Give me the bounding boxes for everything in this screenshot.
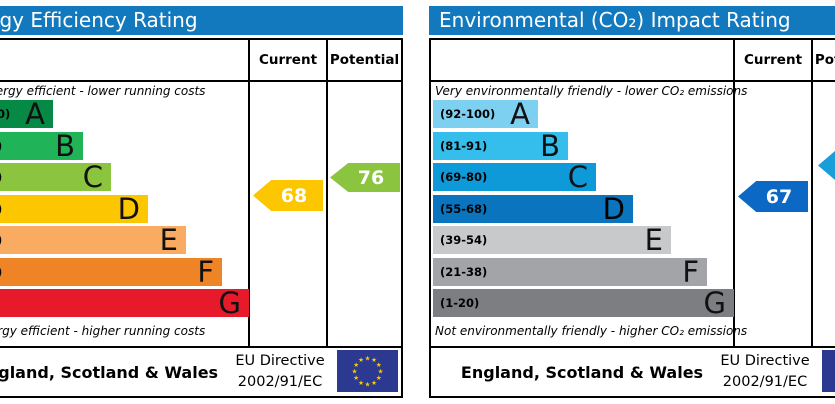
eu-directive-line1: EU Directive [235,353,325,369]
co2-bottom-caption: Not environmentally friendly - higher CO… [435,324,748,338]
co2-region-label: England, Scotland & Wales [460,362,704,382]
band-range-label: (81-91) [0,139,2,153]
energy-current-rating-arrow: 68 [253,180,323,211]
band-range-label: (55-68) [440,201,488,216]
energy-current-column-header: Current [258,52,318,68]
energy-efficiency-chart: Energy Efficiency Rating Current Potenti… [0,6,403,398]
energy-band-c: (69-80) C [0,160,111,194]
eu-flag-icon: ★★ ★★ ★★ ★★ ★★ ★★ [337,350,398,392]
co2-band-f: (21-38) F [433,254,707,289]
svg-text:★: ★ [353,361,359,369]
band-range-label: (55-68) [0,202,2,216]
co2-current-column-header: Current [743,52,803,68]
column-divider [326,40,328,348]
co2-current-rating-arrow: 67 [738,181,808,212]
co2-band-b: (81-91) B [433,128,568,163]
band-range-label: (92-100) [0,107,11,121]
band-range-label: (39-54) [440,233,488,247]
energy-current-rating-value: 68 [280,184,308,207]
footer-divider [431,346,835,348]
band-range-label: (39-54) [0,233,2,247]
band-letter: D [117,191,140,226]
energy-chart-title: Energy Efficiency Rating [0,6,403,35]
energy-top-caption: Very energy efficient - lower running co… [0,84,206,98]
band-letter: B [540,128,560,163]
band-letter: D [602,191,625,226]
energy-band-e: (39-54) E [0,223,186,257]
svg-text:★: ★ [365,355,371,363]
co2-impact-chart: Environmental (CO₂) Impact Rating Curren… [429,6,835,398]
column-divider [733,40,735,348]
co2-chart-title: Environmental (CO₂) Impact Rating [429,6,835,35]
co2-band-g: (1-20) G [433,286,734,320]
eu-directive-line2: 2002/91/EC [722,374,808,390]
svg-text:★: ★ [371,356,377,364]
eu-directive-line2: 2002/91/EC [237,374,323,390]
energy-potential-rating-arrow: 76 [330,163,400,192]
co2-potential-column-header: Potential [814,52,835,68]
svg-text:★: ★ [358,379,364,387]
energy-band-b: (81-91) B [0,128,83,163]
band-letter: C [567,160,588,194]
energy-eu-directive-label: EU Directive 2002/91/EC [230,350,330,394]
header-divider [0,80,401,82]
svg-text:★: ★ [358,356,364,364]
band-letter: C [82,160,103,194]
band-letter: F [682,254,699,289]
band-range-label: (69-80) [0,170,2,184]
band-letter: A [510,97,530,131]
co2-band-c: (69-80) C [433,160,596,194]
svg-text:★: ★ [376,374,382,382]
svg-text:★: ★ [376,361,382,369]
energy-chart-table: Current Potential Very energy efficient … [0,38,403,398]
energy-band-a: (92-100) A [0,97,53,131]
band-letter: E [644,223,663,257]
band-range-label: (92-100) [440,107,496,121]
co2-band-e: (39-54) E [433,223,671,257]
svg-text:★: ★ [352,368,358,376]
svg-text:★: ★ [378,368,384,376]
co2-top-caption: Very environmentally friendly - lower CO… [435,84,748,98]
band-letter: G [703,286,726,320]
band-range-label: (69-80) [440,170,488,184]
column-divider [811,40,813,348]
band-range-label: (1-20) [440,296,480,310]
energy-potential-column-header: Potential [329,52,400,68]
co2-chart-table: Current Potential Very environmentally f… [429,38,835,398]
co2-band-d: (55-68) D [433,191,633,226]
energy-band-f: (21-38) F [0,254,222,289]
header-divider [431,80,835,82]
energy-region-label: England, Scotland & Wales [0,362,219,382]
band-letter: A [25,97,45,131]
band-letter: F [197,254,214,289]
energy-bottom-caption: Not energy efficient - higher running co… [0,324,206,338]
column-divider [248,40,250,348]
energy-potential-rating-value: 76 [357,166,385,189]
band-letter: B [55,128,75,163]
co2-current-rating-value: 67 [765,185,793,208]
eu-flag-icon: ★★ ★★ ★★ ★★ ★★ ★★ [822,350,835,392]
energy-band-d: (55-68) D [0,191,148,226]
footer-divider [0,346,401,348]
eu-directive-line1: EU Directive [720,353,810,369]
band-range-label: (21-38) [440,264,488,279]
svg-text:★: ★ [371,379,377,387]
co2-band-a: (92-100) A [433,97,538,131]
band-range-label: (21-38) [0,265,2,279]
svg-text:★: ★ [365,381,371,389]
energy-band-g: (1-20) G [0,286,249,320]
co2-potential-rating-arrow [818,150,835,181]
band-range-label: (81-91) [440,138,488,153]
band-letter: E [159,223,178,257]
co2-eu-directive-label: EU Directive 2002/91/EC [715,350,815,394]
svg-text:★: ★ [353,374,359,382]
band-letter: G [218,286,241,320]
